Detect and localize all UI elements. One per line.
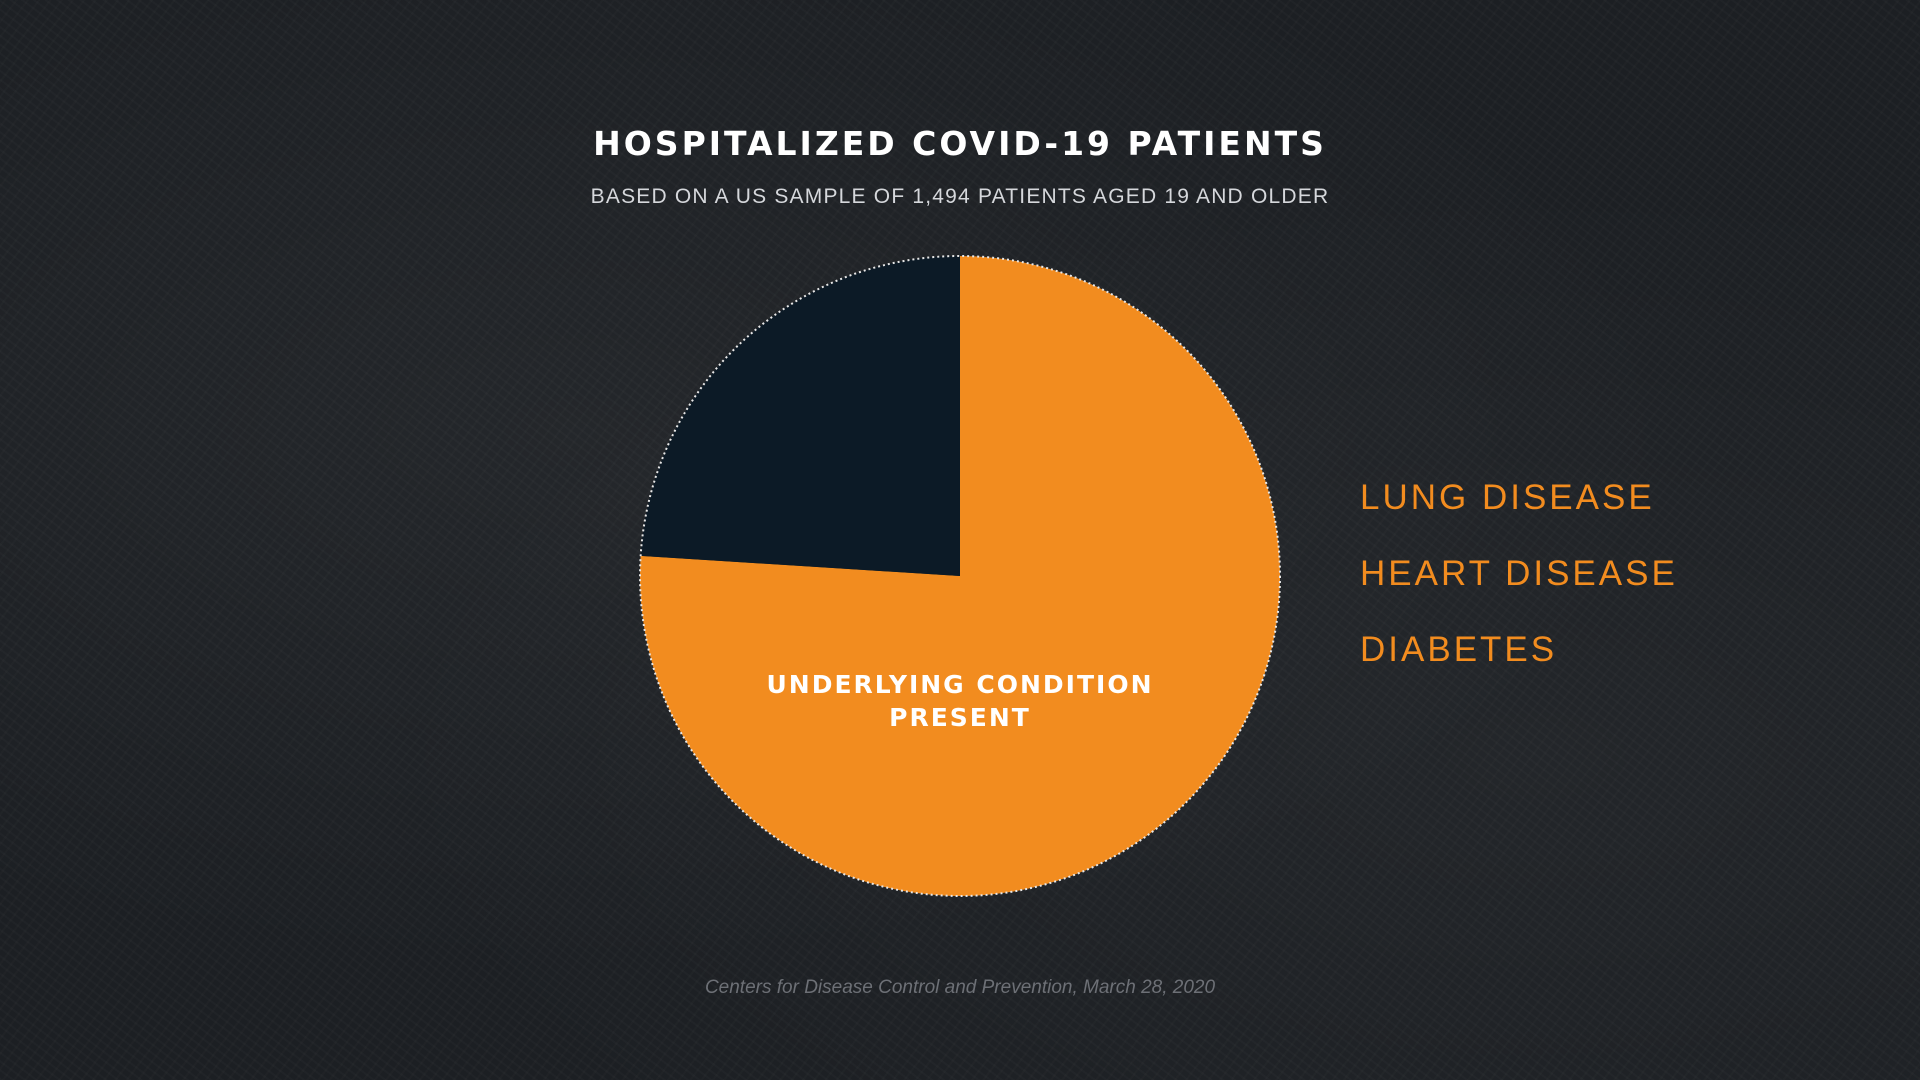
- source-credit: Centers for Disease Control and Preventi…: [704, 977, 1216, 998]
- slice-label-line: PRESENT: [889, 703, 1031, 732]
- slice-label-underlying-condition: UNDERLYING CONDITION PRESENT: [767, 670, 1154, 732]
- condition-diabetes: DIABETES: [1360, 630, 1558, 669]
- pie-slices: [639, 256, 1280, 896]
- condition-lung-disease: LUNG DISEASE: [1360, 478, 1655, 517]
- pie-outline: [639, 255, 1281, 897]
- condition-heart-disease: HEART DISEASE: [1360, 554, 1678, 593]
- slice-label-line: UNDERLYING CONDITION: [767, 670, 1154, 699]
- chart-title: HOSPITALIZED COVID-19 PATIENTS: [593, 124, 1327, 163]
- chart-subtitle: BASED ON A US SAMPLE OF 1,494 PATIENTS A…: [590, 185, 1330, 208]
- condition-list: LUNG DISEASE HEART DISEASE DIABETES: [1360, 478, 1678, 706]
- pie-slice-2: [640, 256, 960, 576]
